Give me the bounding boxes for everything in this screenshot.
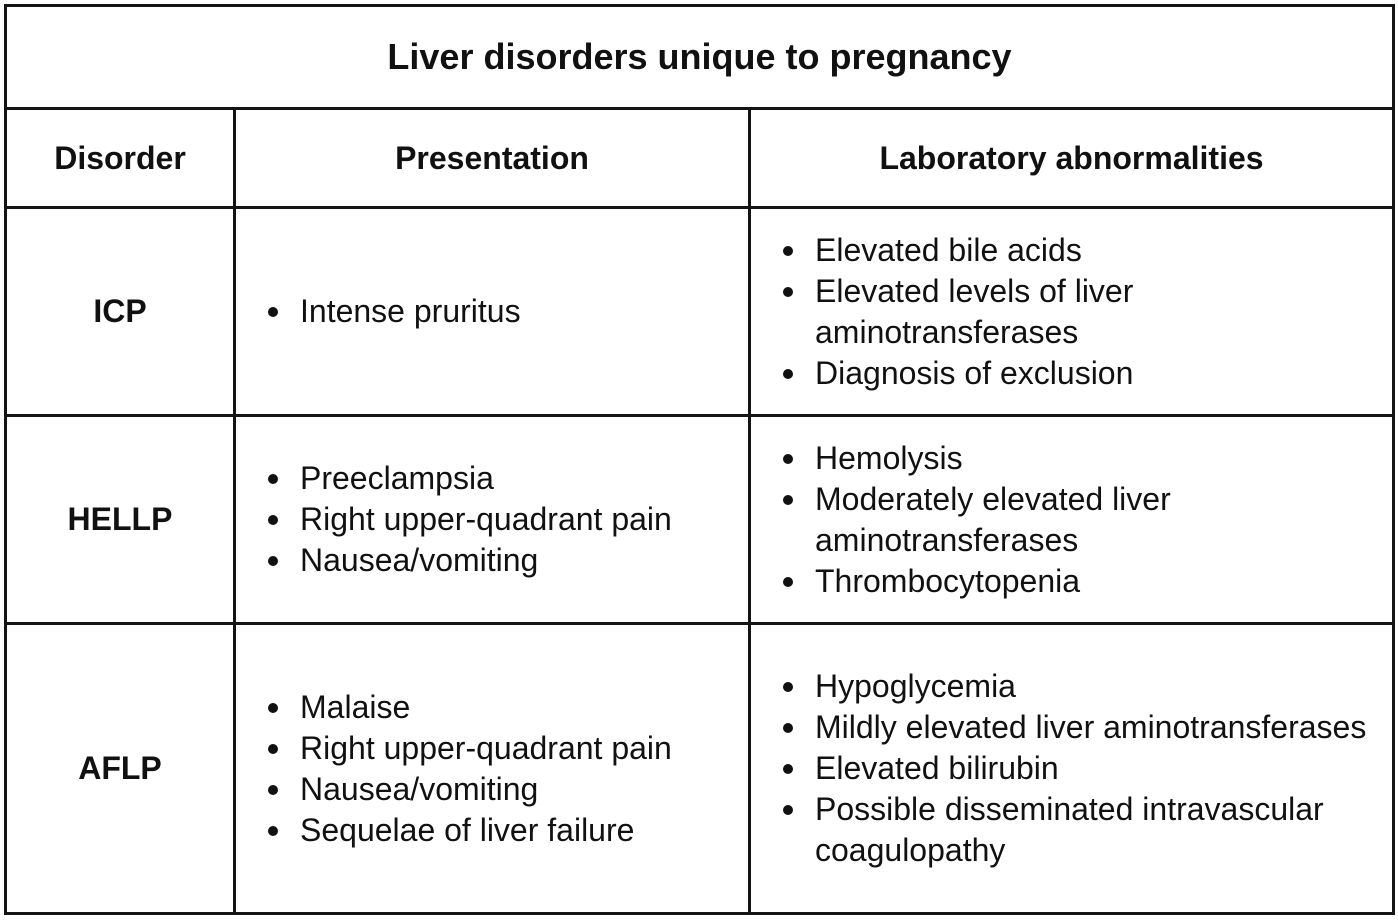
table-row-hellp: HELLP Preeclampsia Right upper-quadrant …	[4, 414, 1395, 625]
presentation-cell: Malaise Right upper-quadrant pain Nausea…	[233, 622, 751, 915]
table-row-aflp: AFLP Malaise Right upper-quadrant pain N…	[4, 622, 1395, 915]
list-item: Nausea/vomiting	[268, 769, 748, 810]
header-lab: Laboratory abnormalities	[748, 107, 1395, 209]
list-item: Hemolysis	[783, 438, 1392, 479]
presentation-list: Preeclampsia Right upper-quadrant pain N…	[236, 458, 748, 581]
presentation-cell: Intense pruritus	[233, 206, 751, 417]
header-presentation: Presentation	[233, 107, 751, 209]
disorder-cell: HELLP	[4, 414, 236, 625]
list-item: Nausea/vomiting	[268, 540, 748, 581]
lab-list: Hypoglycemia Mildly elevated liver amino…	[751, 666, 1392, 871]
list-item: Elevated levels of liver aminotransferas…	[783, 271, 1392, 353]
presentation-cell: Preeclampsia Right upper-quadrant pain N…	[233, 414, 751, 625]
list-item: Intense pruritus	[268, 291, 748, 332]
table-title: Liver disorders unique to pregnancy	[4, 4, 1395, 110]
list-item: Diagnosis of exclusion	[783, 353, 1392, 394]
lab-list: Elevated bile acids Elevated levels of l…	[751, 230, 1392, 394]
list-item: Right upper-quadrant pain	[268, 728, 748, 769]
list-item: Moderately elevated liver aminotransfera…	[783, 479, 1392, 561]
lab-cell: Elevated bile acids Elevated levels of l…	[748, 206, 1395, 417]
header-row: Disorder Presentation Laboratory abnorma…	[4, 107, 1395, 209]
list-item: Hypoglycemia	[783, 666, 1392, 707]
list-item: Malaise	[268, 687, 748, 728]
list-item: Right upper-quadrant pain	[268, 499, 748, 540]
lab-cell: Hemolysis Moderately elevated liver amin…	[748, 414, 1395, 625]
list-item: Mildly elevated liver aminotransferases	[783, 707, 1392, 748]
disorder-cell: ICP	[4, 206, 236, 417]
lab-cell: Hypoglycemia Mildly elevated liver amino…	[748, 622, 1395, 915]
disorder-cell: AFLP	[4, 622, 236, 915]
list-item: Sequelae of liver failure	[268, 810, 748, 851]
list-item: Thrombocytopenia	[783, 561, 1392, 602]
list-item: Preeclampsia	[268, 458, 748, 499]
lab-list: Hemolysis Moderately elevated liver amin…	[751, 438, 1392, 602]
liver-disorders-table-container: Liver disorders unique to pregnancy Diso…	[4, 4, 1395, 915]
presentation-list: Intense pruritus	[236, 291, 748, 332]
list-item: Elevated bilirubin	[783, 748, 1392, 789]
title-row: Liver disorders unique to pregnancy	[4, 4, 1395, 110]
table-row-icp: ICP Intense pruritus Elevated bile acids…	[4, 206, 1395, 417]
presentation-list: Malaise Right upper-quadrant pain Nausea…	[236, 687, 748, 851]
list-item: Possible disseminated intravascular coag…	[783, 789, 1392, 871]
list-item: Elevated bile acids	[783, 230, 1392, 271]
header-disorder: Disorder	[4, 107, 236, 209]
liver-disorders-table: Liver disorders unique to pregnancy Diso…	[4, 4, 1395, 915]
